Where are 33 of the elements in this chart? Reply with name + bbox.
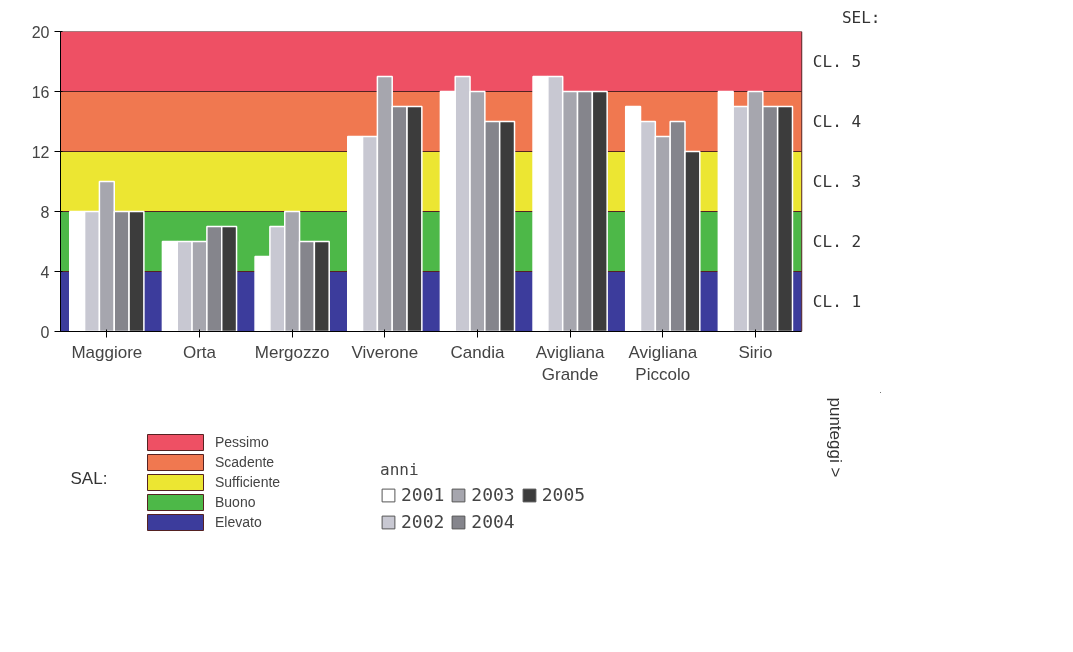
y-tick-label: 0 (40, 323, 50, 341)
x-tick-label: Avigliana Piccolo (628, 342, 698, 385)
legend-label: Scadente (215, 453, 275, 472)
x-tick-label: Viverone (351, 342, 419, 362)
y-tick-label: 4 (40, 263, 50, 281)
text: CL. 3 (812, 172, 862, 191)
legend-label: Buono (215, 493, 256, 512)
text: SEL: (841, 7, 881, 27)
text: CL. 2 (812, 232, 862, 251)
legend-label: 2003 (471, 484, 515, 505)
y-tick-label: 8 (40, 203, 50, 221)
text: punteggi > (826, 397, 845, 478)
legend-label: 2004 (471, 511, 515, 532)
y-tick-label: 12 (31, 143, 50, 161)
legend-label: 2002 (401, 511, 445, 532)
legend-label: Pessimo (215, 433, 269, 452)
y-tick-label: 16 (31, 83, 50, 101)
x-tick-label: Candia (450, 342, 505, 362)
text: SAL: (70, 468, 108, 488)
legend-label: 2001 (401, 484, 445, 505)
x-tick-label: Mergozzo (254, 342, 330, 362)
y-tick-label: 20 (31, 23, 50, 41)
x-tick-label: Maggiore (71, 342, 143, 362)
legend-title: anni (380, 460, 420, 479)
x-tick-label: Sirio (738, 342, 773, 362)
legend-label: Elevato (215, 513, 262, 532)
x-tick-label: Orta (182, 342, 217, 362)
text: CL. 5 (812, 52, 862, 71)
text: CL. 4 (812, 112, 862, 131)
legend-label: Sufficiente (215, 473, 281, 492)
x-tick-label: Avigliana Grande (535, 342, 605, 385)
legend-label: 2005 (541, 484, 586, 505)
text: CL. 1 (812, 292, 862, 311)
